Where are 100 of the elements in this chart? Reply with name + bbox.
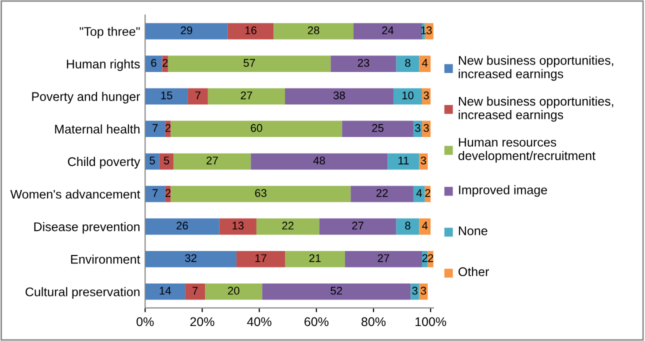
- data-label: 8: [405, 58, 410, 67]
- bar: [228, 23, 274, 40]
- data-label: 2: [425, 189, 430, 197]
- data-label: 2: [428, 254, 434, 262]
- bar: [170, 186, 351, 202]
- bar: [393, 88, 422, 105]
- bar: [330, 56, 396, 72]
- bar: [262, 284, 411, 300]
- data-label: 52: [330, 286, 342, 295]
- data-label: 10: [402, 91, 414, 100]
- x-tick-label: 100%: [416, 317, 446, 326]
- data-label: 7: [195, 92, 200, 100]
- x-tick-label: 0%: [136, 317, 154, 326]
- y-tick-label: Women's advancement: [10, 189, 140, 199]
- bar: [354, 23, 422, 40]
- y-tick-label: "Top three": [80, 26, 140, 38]
- bar: [188, 88, 208, 105]
- y-tick-label: Disease prevention: [34, 222, 140, 234]
- legend-label: None: [458, 226, 488, 236]
- data-label: 17: [255, 254, 266, 262]
- bar: [236, 250, 285, 268]
- bar: [419, 284, 428, 300]
- data-label: 2: [165, 124, 170, 132]
- data-label: 2: [422, 254, 428, 262]
- bar: [344, 250, 422, 268]
- data-label: 3: [424, 91, 429, 100]
- y-tick-label: Poverty and hunger: [32, 92, 140, 104]
- bar: [274, 23, 354, 40]
- bar: [168, 56, 331, 72]
- bar: [145, 56, 162, 72]
- bar: [219, 218, 256, 235]
- bar: [145, 88, 188, 105]
- data-label: 16: [245, 26, 256, 34]
- bar: [250, 153, 388, 170]
- bar: [396, 218, 420, 235]
- data-label: 3: [420, 286, 426, 295]
- data-label: 14: [160, 286, 171, 295]
- legend-label: Improved image: [459, 185, 548, 197]
- bar: [145, 23, 228, 40]
- data-label: 3: [420, 156, 426, 164]
- bar: [145, 250, 236, 268]
- legend-label: New business opportunities, increased earnings: [458, 56, 614, 81]
- x-tick-label: 80%: [362, 317, 386, 326]
- data-label: 4: [416, 189, 422, 197]
- data-label: 3: [426, 26, 432, 34]
- bar: [422, 88, 431, 105]
- bar: [388, 153, 420, 170]
- bar: [396, 56, 420, 72]
- bar: [419, 56, 431, 72]
- x-tick-label: 40%: [247, 317, 272, 326]
- bar: [170, 120, 342, 138]
- data-label: 11: [398, 156, 409, 164]
- data-label: 13: [232, 222, 244, 230]
- data-label: 5: [150, 156, 155, 164]
- legend-label: Other: [458, 266, 490, 276]
- bar: [145, 284, 186, 300]
- data-label: 29: [180, 26, 192, 34]
- data-label: 20: [228, 286, 240, 295]
- data-label: 63: [255, 189, 266, 197]
- data-label: 4: [422, 59, 428, 67]
- data-label: 32: [185, 254, 196, 262]
- data-label: 7: [192, 286, 198, 295]
- y-tick-label: Cultural preservation: [26, 287, 140, 299]
- data-label: 27: [352, 222, 364, 230]
- data-label: 2: [162, 58, 168, 67]
- data-label: 15: [161, 92, 172, 100]
- bar: [185, 284, 206, 300]
- data-label: 57: [244, 59, 255, 67]
- data-label: 6: [151, 58, 156, 67]
- data-label: 22: [282, 222, 294, 230]
- data-label: 22: [376, 189, 388, 197]
- data-label: 28: [308, 26, 320, 34]
- data-label: 48: [313, 156, 325, 164]
- x-tick-label: 20%: [190, 317, 214, 326]
- data-label: 2: [165, 189, 170, 197]
- bar: [350, 186, 414, 202]
- data-label: 5: [164, 156, 170, 164]
- data-label: 3: [415, 124, 420, 132]
- bar: [174, 153, 251, 170]
- data-label: 38: [333, 91, 345, 100]
- data-label: 21: [309, 254, 321, 262]
- data-label: 60: [250, 124, 262, 132]
- data-label: 3: [424, 124, 429, 132]
- bar: [145, 218, 220, 235]
- data-label: 8: [405, 222, 410, 230]
- y-tick-label: Environment: [71, 254, 140, 264]
- data-label: 26: [176, 222, 188, 230]
- data-label: 3: [412, 286, 418, 295]
- y-tick-label: Maternal health: [55, 124, 140, 134]
- bar: [285, 250, 345, 268]
- bar: [256, 218, 320, 235]
- data-label: 4: [422, 222, 428, 230]
- y-tick-label: Human rights: [66, 59, 140, 71]
- data-label: 25: [372, 124, 384, 132]
- bar: [208, 88, 285, 105]
- y-tick-label: Child poverty: [68, 156, 140, 169]
- bar: [285, 88, 394, 105]
- data-label: 7: [152, 189, 158, 197]
- legend-label: Human resources development/recruitment: [458, 138, 596, 163]
- data-label: 23: [358, 58, 370, 67]
